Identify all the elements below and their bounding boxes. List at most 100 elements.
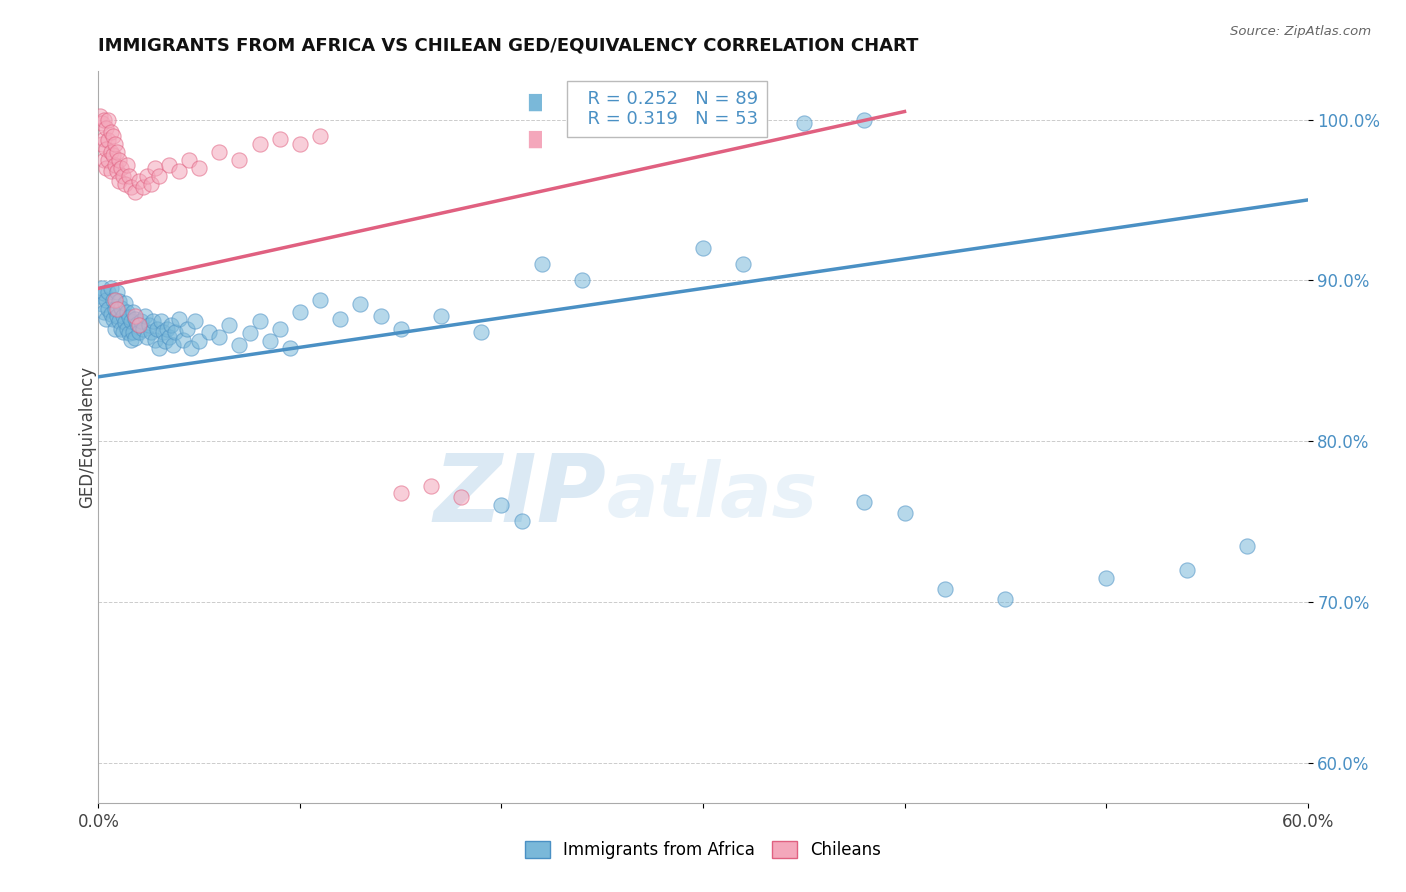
Point [228, 153, 250, 167]
Point [96, 312, 118, 326]
Point [91, 297, 114, 311]
Text: IMMIGRANTS FROM AFRICA VS CHILEAN GED/EQUIVALENCY CORRELATION CHART: IMMIGRANTS FROM AFRICA VS CHILEAN GED/EQ… [98, 37, 918, 54]
Point [97, 133, 120, 147]
Point [156, 321, 179, 335]
Point [114, 315, 136, 329]
Point [103, 302, 125, 317]
Point [228, 337, 250, 351]
Point [105, 285, 128, 299]
Point [110, 321, 132, 335]
Point [101, 293, 124, 307]
Point [100, 281, 122, 295]
Point [121, 325, 143, 339]
Point [139, 325, 162, 339]
Point [853, 495, 876, 509]
Point [132, 180, 155, 194]
Point [103, 136, 125, 151]
Point [97, 153, 120, 167]
Point [349, 297, 371, 311]
Point [124, 185, 146, 199]
Point [389, 485, 412, 500]
Point [188, 161, 211, 175]
Point [370, 309, 392, 323]
Point [692, 241, 714, 255]
Point [157, 329, 180, 343]
Point [491, 499, 513, 513]
Y-axis label: GED/Equivalency: GED/Equivalency [79, 366, 96, 508]
Point [124, 312, 146, 326]
Point [1236, 539, 1258, 553]
Point [430, 309, 453, 323]
Point [100, 307, 122, 321]
Point [91, 136, 114, 151]
Point [510, 515, 533, 529]
Point [188, 334, 211, 349]
Point [218, 318, 240, 333]
Legend: Immigrants from Africa, Chileans: Immigrants from Africa, Chileans [516, 833, 890, 868]
Point [132, 321, 155, 335]
Point [110, 161, 132, 175]
Point [97, 302, 120, 317]
Point [111, 309, 134, 323]
Point [149, 313, 172, 327]
Point [91, 116, 114, 130]
Text: R = 0.252   N = 89
  R = 0.319   N = 53: R = 0.252 N = 89 R = 0.319 N = 53 [576, 90, 758, 128]
Point [103, 321, 125, 335]
Point [120, 180, 142, 194]
Point [239, 326, 262, 341]
Point [114, 296, 136, 310]
Point [134, 309, 156, 323]
Point [125, 317, 148, 331]
Point [105, 309, 128, 323]
Point [309, 128, 332, 143]
Point [100, 164, 122, 178]
Text: Source: ZipAtlas.com: Source: ZipAtlas.com [1230, 25, 1371, 38]
Point [97, 285, 120, 299]
Point [103, 158, 125, 172]
Point [100, 125, 122, 139]
Text: ZIP: ZIP [433, 450, 606, 541]
Point [91, 281, 114, 295]
Point [288, 136, 311, 151]
Point [288, 305, 311, 319]
Point [103, 293, 125, 307]
Point [124, 309, 146, 323]
Point [184, 313, 207, 327]
Point [329, 312, 352, 326]
Point [105, 164, 128, 178]
Point [96, 120, 118, 135]
Point [160, 318, 183, 333]
Point [107, 294, 129, 309]
Point [107, 313, 129, 327]
Point [143, 161, 166, 175]
Point [167, 164, 190, 178]
Point [124, 331, 146, 345]
Point [96, 293, 118, 307]
Point [120, 313, 142, 327]
Point [128, 325, 150, 339]
Point [120, 333, 142, 347]
Point [114, 177, 136, 191]
Point [146, 321, 169, 335]
Text: █: █ [527, 130, 540, 148]
Point [121, 305, 143, 319]
Point [118, 310, 141, 325]
Point [180, 341, 202, 355]
Point [93, 153, 115, 167]
Point [163, 325, 186, 339]
Point [105, 145, 128, 159]
Point [278, 341, 301, 355]
Point [138, 318, 160, 333]
Point [249, 136, 271, 151]
Point [450, 491, 472, 505]
Point [249, 313, 271, 327]
Point [128, 174, 150, 188]
Point [118, 169, 141, 183]
Point [139, 177, 162, 191]
Point [97, 112, 120, 127]
Point [269, 132, 291, 146]
Point [129, 313, 152, 327]
Point [162, 337, 184, 351]
Point [96, 142, 118, 156]
Point [733, 257, 755, 271]
